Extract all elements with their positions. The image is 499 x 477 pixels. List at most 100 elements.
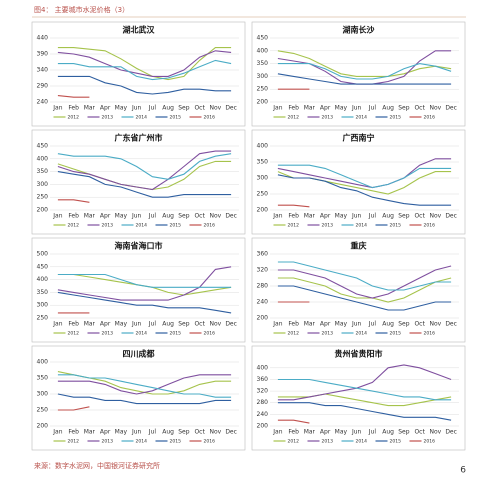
x-tick-label: Aug bbox=[162, 105, 174, 112]
legend-label: 2013 bbox=[102, 439, 114, 445]
y-tick-label: 400 bbox=[257, 47, 269, 54]
y-tick-label: 400 bbox=[257, 364, 269, 371]
x-tick-label: Sep bbox=[178, 321, 190, 328]
x-tick-label: Feb bbox=[68, 321, 79, 328]
x-tick-label: Feb bbox=[288, 213, 299, 220]
series-line bbox=[57, 393, 232, 405]
y-tick-label: 300 bbox=[37, 391, 49, 398]
legend-label: 2014 bbox=[356, 439, 368, 445]
chart-title: 海南省海口市 bbox=[115, 241, 163, 251]
x-tick-label: May bbox=[335, 105, 348, 112]
x-tick-label: Jun bbox=[131, 429, 142, 436]
legend-label: 2015 bbox=[170, 439, 182, 445]
x-tick-label: Nov bbox=[430, 105, 442, 112]
x-tick-label: Mar bbox=[84, 321, 96, 328]
y-tick-label: 350 bbox=[37, 289, 49, 296]
y-tick-label: 250 bbox=[37, 194, 49, 201]
y-tick-label: 280 bbox=[257, 399, 269, 406]
x-tick-label: Sep bbox=[178, 105, 190, 112]
series-line bbox=[57, 50, 232, 77]
chart-title: 四川成都 bbox=[123, 349, 155, 359]
series-line bbox=[277, 277, 452, 303]
legend-label: 2015 bbox=[390, 331, 402, 337]
x-tick-label: May bbox=[115, 429, 128, 436]
chart-title: 贵州省贵阳市 bbox=[335, 349, 383, 359]
x-tick-label: Sep bbox=[398, 429, 410, 436]
series-line bbox=[277, 393, 452, 407]
y-tick-label: 200 bbox=[37, 207, 49, 214]
y-tick-label: 350 bbox=[257, 159, 269, 166]
legend-label: 2015 bbox=[390, 439, 402, 445]
series-line bbox=[57, 47, 232, 81]
x-tick-label: Aug bbox=[162, 321, 174, 328]
y-tick-label: 360 bbox=[257, 251, 269, 258]
series-line bbox=[277, 50, 452, 77]
legend-label: 2012 bbox=[288, 223, 300, 229]
series-line bbox=[57, 75, 232, 95]
y-tick-label: 250 bbox=[37, 315, 49, 322]
legend-label: 2016 bbox=[424, 223, 436, 229]
panel-border bbox=[31, 129, 246, 235]
x-tick-label: Apr bbox=[320, 105, 331, 112]
legend-label: 2015 bbox=[390, 223, 402, 229]
x-tick-label: May bbox=[335, 321, 348, 328]
legend-label: 2013 bbox=[102, 331, 114, 337]
x-tick-label: Apr bbox=[320, 429, 331, 436]
x-tick-label: Apr bbox=[100, 213, 111, 220]
chart-title: 湖南长沙 bbox=[343, 25, 375, 35]
y-tick-label: 300 bbox=[257, 73, 269, 80]
y-tick-label: 340 bbox=[37, 67, 49, 74]
x-tick-label: Nov bbox=[210, 321, 222, 328]
series-line bbox=[277, 419, 310, 424]
series-line bbox=[57, 171, 232, 198]
y-tick-label: 400 bbox=[37, 276, 49, 283]
x-tick-label: Mar bbox=[84, 213, 96, 220]
x-tick-label: Mar bbox=[304, 321, 316, 328]
legend-label: 2016 bbox=[204, 331, 216, 337]
x-tick-label: Nov bbox=[430, 213, 442, 220]
legend-label: 2015 bbox=[170, 115, 182, 121]
x-tick-label: Jun bbox=[351, 321, 362, 328]
series-line bbox=[57, 266, 232, 301]
x-tick-label: Feb bbox=[68, 429, 79, 436]
series-line bbox=[57, 95, 90, 98]
x-tick-label: Dec bbox=[225, 105, 237, 112]
series-line bbox=[57, 59, 232, 81]
x-tick-label: Aug bbox=[162, 213, 174, 220]
y-tick-label: 250 bbox=[257, 86, 269, 93]
x-tick-label: Jul bbox=[368, 213, 377, 220]
panel-border bbox=[251, 237, 466, 343]
panel-border bbox=[251, 345, 466, 451]
x-tick-label: Jul bbox=[148, 429, 157, 436]
chart-title: 重庆 bbox=[351, 241, 367, 251]
x-tick-label: Jun bbox=[351, 429, 362, 436]
legend-label: 2012 bbox=[68, 439, 80, 445]
x-tick-label: Nov bbox=[430, 429, 442, 436]
x-tick-label: Jun bbox=[131, 321, 142, 328]
legend-label: 2012 bbox=[68, 331, 80, 337]
x-tick-label: Oct bbox=[414, 321, 425, 328]
x-tick-label: Sep bbox=[178, 429, 190, 436]
x-tick-label: May bbox=[115, 213, 128, 220]
y-tick-label: 320 bbox=[257, 267, 269, 274]
series-line bbox=[277, 73, 452, 85]
legend-label: 2015 bbox=[170, 331, 182, 337]
y-tick-label: 500 bbox=[37, 251, 49, 258]
legend-label: 2013 bbox=[322, 331, 334, 337]
legend-label: 2014 bbox=[136, 223, 148, 229]
x-tick-label: Oct bbox=[194, 213, 205, 220]
y-tick-label: 400 bbox=[37, 155, 49, 162]
x-tick-label: Feb bbox=[68, 105, 79, 112]
x-tick-label: Jun bbox=[351, 105, 362, 112]
y-tick-label: 240 bbox=[37, 99, 49, 106]
series-line bbox=[277, 158, 452, 189]
legend-label: 2014 bbox=[356, 331, 368, 337]
x-tick-label: Jan bbox=[52, 105, 62, 112]
x-tick-label: Dec bbox=[225, 321, 237, 328]
panel-border bbox=[31, 237, 246, 343]
y-tick-label: 200 bbox=[257, 423, 269, 430]
x-tick-label: Jan bbox=[52, 429, 62, 436]
x-tick-label: Oct bbox=[194, 321, 205, 328]
x-tick-label: Aug bbox=[382, 213, 394, 220]
